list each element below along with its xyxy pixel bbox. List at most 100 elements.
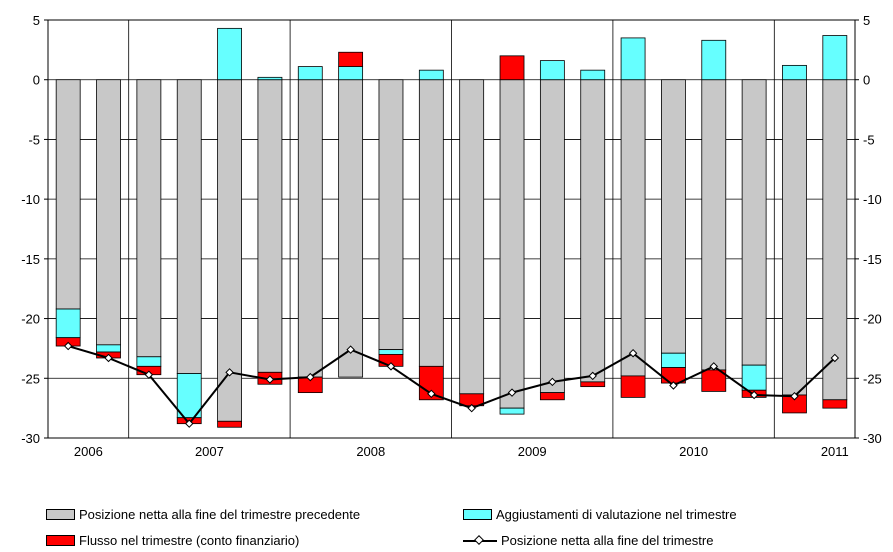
bar-segment bbox=[55, 308, 81, 339]
bar-segment bbox=[661, 352, 686, 368]
legend-item-previous-position: Posizione netta alla fine del trimestre … bbox=[46, 507, 360, 522]
bar-segment bbox=[539, 79, 565, 394]
bar-segment bbox=[378, 79, 404, 351]
bar-segment bbox=[418, 69, 444, 81]
bar-segment bbox=[459, 79, 485, 395]
line-point bbox=[628, 348, 638, 358]
legend-item-financial-flow: Flusso nel trimestre (conto finanziario) bbox=[46, 533, 299, 548]
y-tick-label-right: -20 bbox=[863, 312, 882, 327]
legend-item-valuation-adjustments: Aggiustamenti di valutazione nel trimest… bbox=[463, 507, 737, 522]
bar-segment bbox=[701, 79, 727, 371]
line-point bbox=[830, 353, 840, 363]
legend-item-end-position: Posizione netta alla fine del trimestre bbox=[463, 533, 713, 548]
bar-segment bbox=[378, 349, 404, 355]
bar-segment bbox=[741, 79, 767, 366]
bar-segment bbox=[297, 66, 323, 81]
bar-segment bbox=[741, 364, 767, 391]
line-point bbox=[63, 341, 73, 351]
bar-segment bbox=[701, 39, 727, 81]
legend-label-financial-flow: Flusso nel trimestre (conto finanziario) bbox=[79, 533, 300, 548]
line-point bbox=[306, 372, 315, 382]
line-point bbox=[104, 353, 113, 363]
legend-label-end-position: Posizione netta alla fine del trimestre bbox=[501, 533, 714, 548]
x-tick-label-year: 2009 bbox=[518, 444, 547, 459]
bar-segment bbox=[96, 344, 121, 353]
y-tick-label-left: -25 bbox=[21, 371, 40, 386]
line-point bbox=[184, 419, 194, 428]
bar-segment bbox=[257, 79, 283, 373]
line-point bbox=[265, 375, 275, 384]
line-point bbox=[548, 377, 557, 387]
legend-label-valuation-adjustments: Aggiustamenti di valutazione nel trimest… bbox=[496, 507, 737, 522]
y-tick-label-left: -15 bbox=[21, 252, 40, 267]
bar-segment bbox=[620, 375, 646, 398]
y-tick-label-right: -15 bbox=[863, 252, 882, 267]
y-tick-label-right: -30 bbox=[863, 431, 882, 446]
bar-segment bbox=[499, 407, 525, 415]
bar-segment bbox=[580, 381, 606, 388]
bar-segment bbox=[620, 37, 646, 81]
bar-segment bbox=[96, 79, 121, 346]
bar-segment bbox=[297, 79, 323, 378]
bar-segment bbox=[539, 392, 565, 401]
bar-segment bbox=[136, 79, 162, 358]
y-tick-label-left: -20 bbox=[21, 312, 40, 327]
bar-segment bbox=[782, 79, 807, 396]
x-tick-label-year: 2007 bbox=[195, 444, 224, 459]
line-point bbox=[225, 368, 234, 377]
y-tick-label-right: -5 bbox=[863, 132, 875, 147]
net-position-line bbox=[63, 341, 840, 428]
bar-segment bbox=[620, 79, 646, 377]
legend-swatch-red bbox=[46, 535, 75, 546]
y-tick-label-right: -10 bbox=[863, 192, 882, 207]
y-tick-label-right: 0 bbox=[863, 73, 870, 88]
plot-frame bbox=[44, 19, 859, 439]
line-point bbox=[669, 381, 678, 390]
x-tick-label-year: 2008 bbox=[356, 444, 385, 459]
bars bbox=[55, 27, 848, 428]
line-point bbox=[386, 362, 396, 371]
x-tick-label-year: 2010 bbox=[679, 444, 708, 459]
line-point bbox=[790, 391, 799, 401]
legend-label-previous-position: Posizione netta alla fine del trimestre … bbox=[79, 507, 361, 522]
y-tick-label-left: -30 bbox=[21, 431, 40, 446]
bar-segment bbox=[338, 79, 364, 378]
y-tick-label-left: -5 bbox=[28, 132, 40, 147]
plot-border bbox=[47, 19, 856, 439]
bar-segment bbox=[661, 79, 686, 354]
bar-segment bbox=[338, 51, 364, 67]
tick-labels: 5 5 0 0 -5 -5 -10 -10 -15 -15 -20 -20 -25 -25 -30 -30 20… bbox=[21, 13, 882, 459]
line-point bbox=[346, 345, 355, 354]
y-tick-label-right: 5 bbox=[863, 13, 870, 28]
bar-segment bbox=[539, 60, 565, 81]
y-tick-label-left: 0 bbox=[33, 73, 40, 88]
bar-segment bbox=[580, 69, 606, 81]
bar-segment bbox=[136, 356, 162, 367]
bar-segment bbox=[822, 79, 848, 401]
bar-segment bbox=[217, 79, 242, 422]
line-point bbox=[588, 371, 597, 381]
line-point bbox=[749, 390, 759, 400]
legend-swatch-cyan bbox=[463, 509, 492, 520]
line-point bbox=[427, 389, 436, 399]
bar-segment bbox=[499, 55, 525, 81]
bar-segment bbox=[782, 64, 807, 81]
line-point bbox=[144, 370, 154, 379]
net-position-polyline bbox=[67, 345, 836, 426]
legend-line-marker-icon bbox=[463, 534, 497, 547]
y-tick-label-left: 5 bbox=[33, 13, 40, 28]
x-tick-label-year: 2011 bbox=[821, 444, 849, 459]
bar-segment bbox=[257, 76, 283, 81]
bar-segment bbox=[217, 27, 242, 81]
bar-segment bbox=[217, 420, 242, 428]
bar-segment bbox=[499, 79, 525, 409]
line-point bbox=[709, 362, 719, 371]
bar-segment bbox=[176, 79, 202, 374]
bar-segment bbox=[338, 66, 364, 81]
y-tick-label-left: -10 bbox=[21, 192, 40, 207]
line-point bbox=[507, 388, 517, 397]
y-tick-label-right: -25 bbox=[863, 371, 882, 386]
line-point bbox=[467, 403, 476, 413]
x-tick-label-year: 2006 bbox=[74, 444, 103, 459]
bar-segment bbox=[822, 35, 848, 81]
